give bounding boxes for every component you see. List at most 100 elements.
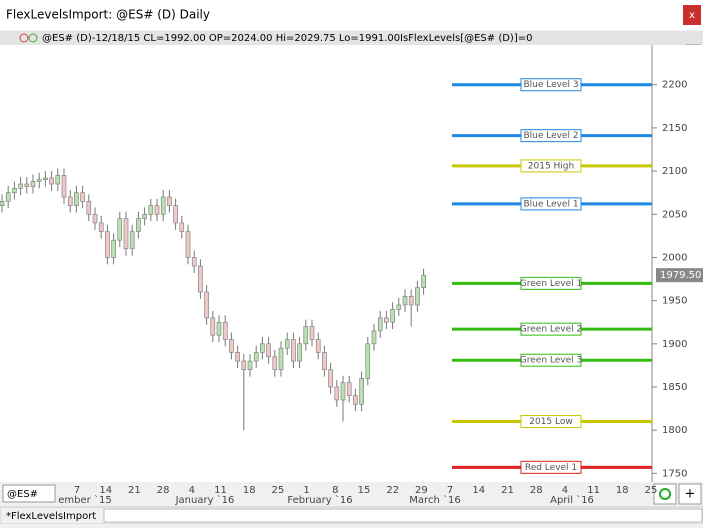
level-label: Green Level 1 xyxy=(520,279,582,289)
level-label: 2015 High xyxy=(528,161,574,171)
candle-body xyxy=(198,265,203,293)
y-tick-label: 2000 xyxy=(662,252,687,263)
add-label[interactable]: + xyxy=(685,487,696,502)
candle-body xyxy=(12,188,17,193)
symbol-box[interactable] xyxy=(2,484,56,503)
level-label-box xyxy=(520,129,582,143)
level-label: Blue Level 3 xyxy=(523,80,578,90)
x-tick-label: 7 xyxy=(447,485,453,496)
close-label[interactable]: x xyxy=(689,10,695,21)
x-month-label: April `16 xyxy=(550,494,594,506)
candle-body xyxy=(43,177,48,181)
price-axis xyxy=(652,45,703,482)
status-icon xyxy=(19,33,29,43)
candle-body xyxy=(346,382,352,396)
candle-body xyxy=(322,352,327,371)
plot-area xyxy=(0,45,652,482)
candle-body xyxy=(0,201,5,206)
level-label: Blue Level 2 xyxy=(523,131,578,141)
candle-body xyxy=(98,222,104,232)
candle-body xyxy=(278,347,284,371)
candle-body xyxy=(253,352,259,362)
candle-body xyxy=(123,218,129,250)
refresh-icon[interactable] xyxy=(659,488,671,500)
x-tick-label: 22 xyxy=(386,485,399,496)
x-month-label: February `16 xyxy=(287,494,352,506)
x-tick-label: 8 xyxy=(332,485,338,496)
y-tick-label: 1900 xyxy=(662,339,687,350)
y-tick-label: 2150 xyxy=(662,123,687,134)
level-label-box xyxy=(520,460,582,474)
candle-body xyxy=(154,205,160,215)
candle-body xyxy=(24,183,30,187)
x-tick-label: 11 xyxy=(214,485,227,496)
candle-body xyxy=(204,291,209,319)
close-button[interactable] xyxy=(683,5,701,25)
x-tick-label: 11 xyxy=(587,485,600,496)
candle-body xyxy=(173,205,178,224)
candle-body xyxy=(55,175,61,185)
candle-body xyxy=(260,343,265,353)
candle-body xyxy=(328,369,333,388)
title-bar xyxy=(0,0,703,30)
status-bar xyxy=(0,31,703,45)
add-button[interactable] xyxy=(678,483,702,505)
candle-body xyxy=(136,218,141,232)
level-label-box xyxy=(520,276,582,290)
candle-body xyxy=(36,179,42,182)
scrollbar[interactable] xyxy=(103,508,703,523)
candle-body xyxy=(266,343,271,358)
x-tick-label: 25 xyxy=(645,485,658,496)
x-tick-label: 4 xyxy=(189,485,195,496)
candle-body xyxy=(74,192,79,206)
x-tick-label: 14 xyxy=(472,485,485,496)
x-tick-label: 29 xyxy=(415,485,428,496)
candle-body xyxy=(390,308,395,323)
candle-body xyxy=(241,360,247,371)
x-tick-label: 15 xyxy=(358,485,371,496)
candle-body xyxy=(421,274,426,288)
level-label-box xyxy=(520,322,582,336)
x-tick-label: 25 xyxy=(272,485,285,496)
candle-body xyxy=(191,257,197,267)
level-label: Green Level 2 xyxy=(520,325,582,335)
candle-body xyxy=(80,192,85,202)
symbol-text[interactable]: @ES# xyxy=(7,489,38,500)
x-tick-label: 4 xyxy=(562,485,568,496)
candle-body xyxy=(67,196,73,206)
y-tick-label: 2100 xyxy=(662,166,687,177)
level-label: Blue Level 1 xyxy=(523,199,578,209)
x-month-label: March `16 xyxy=(409,494,460,506)
tab[interactable]: *FlexLevelsImport xyxy=(6,511,96,522)
level-label: Red Level 1 xyxy=(525,463,577,473)
y-tick-label: 1850 xyxy=(662,382,687,393)
y-tick-label: 2200 xyxy=(662,80,687,91)
x-tick-label: 28 xyxy=(157,485,170,496)
candle-body xyxy=(216,321,222,336)
candle-body xyxy=(111,239,116,258)
refresh-button[interactable] xyxy=(653,483,677,505)
candle-body xyxy=(142,213,147,219)
candle-body xyxy=(377,317,383,332)
last-price-box xyxy=(656,268,703,283)
candle-body xyxy=(371,330,377,345)
candle-body xyxy=(309,326,315,340)
last-price-label: 1979.50 xyxy=(660,270,701,281)
candle-body xyxy=(129,231,135,250)
level-label: 2015 Low xyxy=(529,417,573,427)
candle-body xyxy=(235,352,240,362)
candle-body xyxy=(334,386,340,401)
candle-body xyxy=(340,382,346,401)
candle-body xyxy=(315,339,321,353)
candle-body xyxy=(167,196,172,206)
candle-body xyxy=(408,296,414,306)
level-label-box xyxy=(520,415,582,429)
candle-body xyxy=(18,183,23,189)
candle-body xyxy=(117,218,123,241)
candle-body xyxy=(384,317,389,323)
candle-body xyxy=(229,339,234,353)
y-tick-label: 2050 xyxy=(662,209,687,220)
candle-body xyxy=(179,222,185,232)
candle-body xyxy=(148,205,154,215)
candle-body xyxy=(49,177,54,185)
